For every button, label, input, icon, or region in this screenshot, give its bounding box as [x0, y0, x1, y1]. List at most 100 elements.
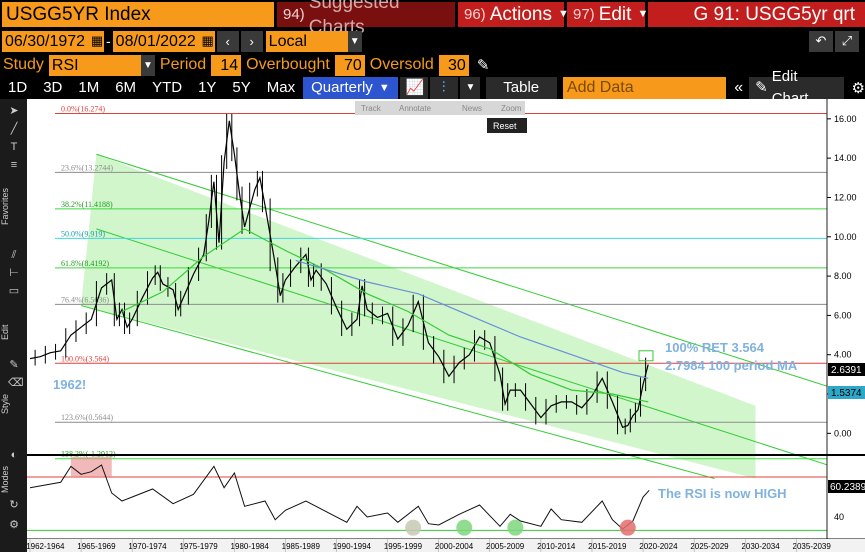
menu-label: Edit	[598, 4, 632, 25]
rsi-line	[29, 464, 650, 530]
track-tool[interactable]: Track	[361, 104, 382, 113]
bar-chart-icon[interactable]: ⫶	[429, 77, 458, 99]
price-tick-label: 0.00	[834, 428, 852, 438]
chart-area[interactable]: 0.0%(16.274) 23.6%(13.2744) 38.2%(11.4188)…	[27, 99, 865, 552]
fib-level-label: 61.8%(8.4192)	[61, 259, 109, 268]
table-button[interactable]: Table	[485, 77, 557, 99]
period-label: Period	[159, 56, 207, 73]
period-tab[interactable]: 1D	[8, 79, 28, 96]
chart-title: G 91: USGG5yr qrt	[648, 2, 865, 27]
chevron-down-icon[interactable]: ▼	[347, 30, 362, 52]
x-tick-label: 2010-2014	[537, 542, 576, 551]
menu-label: Actions	[489, 4, 552, 25]
x-tick-label: 2000-2004	[435, 542, 474, 551]
period-tab[interactable]: 5Y	[232, 79, 251, 96]
edit-chart-button[interactable]: ✎ Edit Chart	[749, 68, 844, 107]
x-axis-band	[27, 539, 865, 552]
line-chart-icon[interactable]: 📈	[399, 77, 428, 99]
price-tick-label: 12.00	[834, 192, 857, 202]
rsi-tick-label: 40	[834, 512, 844, 522]
last-price-badge: 2.6391	[831, 365, 862, 376]
measure-icon[interactable]: ⊢	[9, 267, 19, 279]
rsi-overbought-zone	[70, 457, 112, 477]
chevron-right-icon[interactable]: ›	[240, 30, 263, 52]
year-1962-annotation: 1962!	[53, 377, 86, 392]
mode-icon[interactable]: ◐	[10, 449, 18, 461]
fib-level-label: 38.2%(11.4188)	[61, 200, 113, 209]
x-tick-label: 1965-1969	[77, 542, 116, 551]
rsi-highlight-circle	[405, 519, 422, 536]
drawing-toolbar: ➤ ╱ T ≡ Favorites ⫽ ⊢ ▭ Edit ✎ ⌫ Style ◐…	[0, 99, 27, 552]
reset-button[interactable]: Reset	[493, 121, 517, 131]
period-tab[interactable]: Max	[266, 79, 296, 96]
period-tab[interactable]: 6M	[115, 79, 137, 96]
currency-field[interactable]: Local CCY	[265, 30, 348, 71]
cursor-icon[interactable]: ➤	[9, 105, 19, 117]
eraser-icon[interactable]: ⌫	[8, 377, 24, 389]
fib-level-label: 23.6%(13.2744)	[61, 163, 113, 172]
price-tick-label: 4.00	[834, 350, 852, 360]
menu-number: 94)	[283, 6, 305, 23]
annotate-tool[interactable]: Annotate	[399, 104, 432, 113]
x-tick-label: 1980-1984	[231, 542, 270, 551]
frequency-dropdown[interactable]: Quarterly ▼	[303, 77, 398, 99]
expand-icon[interactable]: ⤢	[835, 30, 859, 52]
calendar-icon[interactable]: ▦	[90, 30, 104, 52]
mini-toolstrip: Track Annotate News Zoom Reset	[355, 101, 527, 133]
refresh-icon[interactable]: ↻	[9, 499, 19, 511]
shape-icon[interactable]: ▭	[8, 285, 20, 297]
edit-label: Edit	[0, 324, 10, 340]
ma-short-line	[121, 228, 649, 403]
rsi-annotation: The RSI is now HIGH	[658, 486, 787, 501]
chevron-left-icon[interactable]: ‹	[216, 30, 239, 52]
axes: 16.0014.0012.0010.008.006.004.002.000.00…	[27, 99, 865, 552]
calendar-icon[interactable]: ▦	[200, 30, 215, 52]
edit-menu-button[interactable]: 97) Edit ▼	[567, 2, 649, 27]
collapse-icon[interactable]: «	[734, 79, 744, 96]
channel-icon[interactable]: ⫽	[11, 249, 17, 261]
menu-number: 96)	[464, 6, 486, 23]
zoom-tool[interactable]: Zoom	[501, 104, 522, 113]
period-tab[interactable]: 1M	[78, 79, 100, 96]
suggested-charts-button[interactable]: 94) Suggested Charts	[277, 0, 455, 38]
price-tick-label: 16.00	[834, 114, 857, 124]
pencil-icon[interactable]: ✎	[476, 57, 490, 74]
actions-menu-button[interactable]: 96) Actions ▼	[458, 2, 569, 27]
text-tool-icon[interactable]: T	[10, 141, 18, 153]
modes-label: Modes	[0, 465, 10, 493]
add-data-input[interactable]: Add Data	[562, 77, 727, 99]
overbought-field[interactable]: 70	[334, 54, 365, 76]
study-field[interactable]: RSI	[48, 54, 141, 76]
period-field[interactable]: 14	[211, 54, 242, 76]
security-field[interactable]: USGG5YR Index	[2, 2, 274, 27]
pencil-icon[interactable]: ✎	[9, 359, 19, 371]
x-tick-label: 1995-1999	[384, 542, 423, 551]
ret-annotation: 100% RET 3.564	[665, 340, 765, 355]
gear-icon[interactable]: ⚙	[9, 519, 19, 531]
chevron-down-icon[interactable]: ▼	[140, 54, 155, 76]
line-tool-icon[interactable]: ╱	[10, 123, 18, 135]
last-value-badges: 2.6391 1.5374 60.2389	[828, 363, 865, 493]
news-tool[interactable]: News	[462, 104, 482, 113]
oversold-field[interactable]: 30	[438, 54, 469, 76]
gear-icon[interactable]: ⚙	[851, 80, 865, 97]
chevron-down-icon: ▼	[558, 8, 569, 20]
period-tab[interactable]: 1Y	[198, 79, 217, 96]
period-tab[interactable]: YTD	[152, 79, 183, 96]
rsi-panel: 40	[27, 457, 844, 536]
rsi-highlight-circle	[619, 519, 636, 536]
period-tab[interactable]: 3D	[43, 79, 63, 96]
x-tick-label: 2005-2009	[486, 542, 525, 551]
undo-icon[interactable]: ↶	[809, 30, 833, 52]
end-date-field[interactable]: 08/01/2022	[112, 30, 201, 52]
chevron-down-icon[interactable]: ▼	[459, 77, 480, 99]
start-date-field[interactable]: 06/30/1972	[2, 30, 90, 52]
ret-marker-box	[638, 350, 654, 362]
rsi-highlight-circle	[507, 519, 524, 536]
chart-toolbar: 1D 3D 1M 6M YTD 1Y 5Y Max Quarterly ▼ 📈 …	[0, 68, 865, 107]
chevron-down-icon: ▼	[637, 8, 649, 20]
x-tick-label: 2025-2029	[690, 542, 729, 551]
x-tick-label: 1990-1994	[333, 542, 372, 551]
x-tick-label: 1985-1989	[282, 542, 321, 551]
fib-tool-icon[interactable]: ≡	[10, 159, 18, 171]
